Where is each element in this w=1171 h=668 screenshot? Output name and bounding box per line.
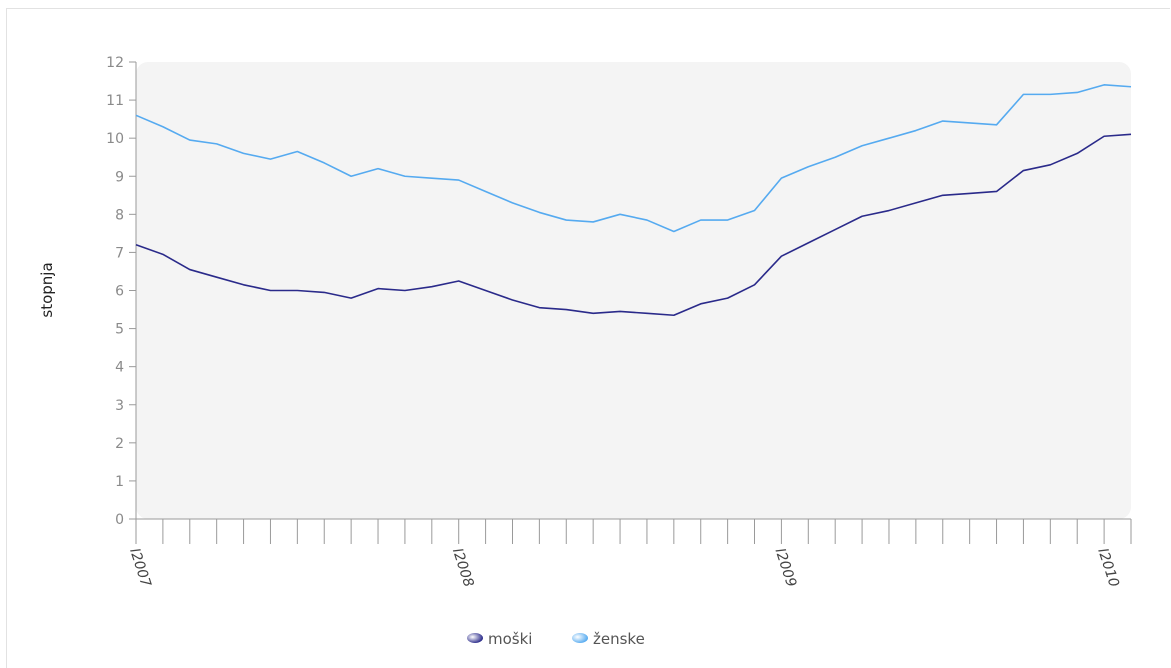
y-tick-label: 10 [106, 131, 124, 147]
legend: moški ženske [467, 630, 645, 648]
legend-marker [467, 633, 483, 643]
y-tick-label: 11 [106, 93, 124, 109]
plot-background [136, 62, 1131, 519]
y-tick-label: 12 [106, 55, 124, 71]
x-tick-label: I2008 [449, 546, 477, 589]
y-tick-label: 2 [115, 436, 124, 452]
chart-frame [6, 8, 1170, 668]
x-tick-label: I2010 [1094, 546, 1122, 589]
y-tick-label: 1 [115, 474, 124, 490]
y-tick-label: 6 [115, 284, 124, 300]
x-axis: I2007 I2008 I2009 I2010 [126, 518, 1132, 589]
legend-label: ženske [593, 630, 645, 648]
legend-marker [572, 633, 588, 643]
y-tick-label: 5 [115, 322, 124, 338]
y-tick-label: 4 [115, 360, 124, 376]
y-tick-label: 7 [115, 245, 124, 261]
series-line-0 [135, 133, 1132, 317]
y-tick-label: 0 [115, 512, 124, 528]
x-tick-label: I2007 [126, 546, 154, 589]
y-tick-label: 3 [115, 398, 124, 414]
y-axis-title: stopnja [38, 262, 56, 317]
legend-label: moški [488, 630, 532, 648]
series-line-1 [135, 84, 1132, 233]
x-tick-label: I2009 [772, 546, 800, 589]
series-layer [135, 84, 1132, 317]
y-tick-label: 9 [115, 169, 124, 185]
y-tick-label: 8 [115, 207, 124, 223]
